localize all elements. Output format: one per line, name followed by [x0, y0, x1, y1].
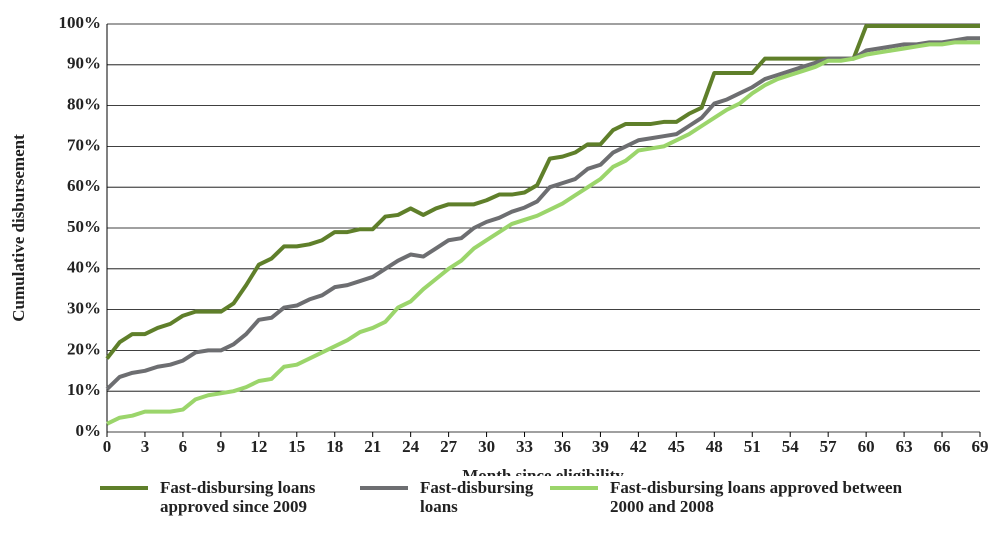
- legend-swatch: [360, 486, 408, 490]
- x-tick-label: 48: [706, 437, 723, 456]
- legend-swatch: [100, 486, 148, 490]
- x-tick-label: 33: [516, 437, 533, 456]
- y-tick-label: 40%: [67, 258, 101, 277]
- y-tick-label: 90%: [67, 54, 101, 73]
- legend-label: Fast-disbursing loans approved since 200…: [160, 478, 316, 516]
- chart: Cumulative disbursement Month since elig…: [9, 13, 988, 476]
- y-tick-label: 10%: [67, 380, 101, 399]
- x-tick-label: 66: [934, 437, 951, 456]
- x-tick-label: 6: [179, 437, 188, 456]
- x-tick-label: 36: [554, 437, 571, 456]
- x-tick-label: 51: [744, 437, 761, 456]
- x-tick-label: 57: [820, 437, 838, 456]
- x-tick-label: 63: [896, 437, 913, 456]
- legend-label: Fast-disbursing loans: [420, 478, 534, 516]
- y-tick-label: 0%: [76, 421, 102, 440]
- x-tick-label: 60: [858, 437, 875, 456]
- legend-swatch: [550, 486, 598, 490]
- series-line: [105, 36, 980, 391]
- x-tick-label: 3: [141, 437, 150, 456]
- legend: Fast-disbursing loans approved since 200…: [100, 478, 960, 516]
- x-tick-label: 45: [668, 437, 685, 456]
- y-tick-label: 20%: [67, 339, 101, 358]
- x-tick-label: 42: [630, 437, 647, 456]
- x-tick-label: 69: [972, 437, 988, 456]
- x-tick-label: 24: [402, 437, 420, 456]
- x-tick-label: 15: [288, 437, 305, 456]
- legend-label: Fast-disbursing loans approved between 2…: [610, 478, 903, 516]
- legend-item: Fast-disbursing loans: [360, 478, 540, 516]
- x-tick-label: 54: [782, 437, 800, 456]
- y-tick-label: 80%: [67, 95, 101, 114]
- y-tick-label: 60%: [67, 176, 101, 195]
- x-tick-label: 0: [103, 437, 112, 456]
- legend-item: Fast-disbursing loans approved between 2…: [550, 478, 910, 516]
- y-tick-label: 100%: [59, 13, 102, 32]
- x-tick-label: 30: [478, 437, 495, 456]
- x-axis-label: Month since eligibility: [462, 466, 624, 476]
- x-tick-label: 9: [217, 437, 226, 456]
- x-tick-label: 12: [250, 437, 267, 456]
- x-tick-label: 18: [326, 437, 343, 456]
- series-line: [106, 40, 980, 426]
- x-tick-label: 39: [592, 437, 609, 456]
- y-tick-label: 70%: [67, 135, 101, 154]
- y-tick-label: 30%: [67, 299, 101, 318]
- y-axis-label: Cumulative disbursement: [9, 134, 28, 322]
- x-tick-label: 21: [364, 437, 381, 456]
- legend-item: Fast-disbursing loans approved since 200…: [100, 478, 350, 516]
- y-tick-label: 50%: [67, 217, 101, 236]
- x-tick-label: 27: [440, 437, 458, 456]
